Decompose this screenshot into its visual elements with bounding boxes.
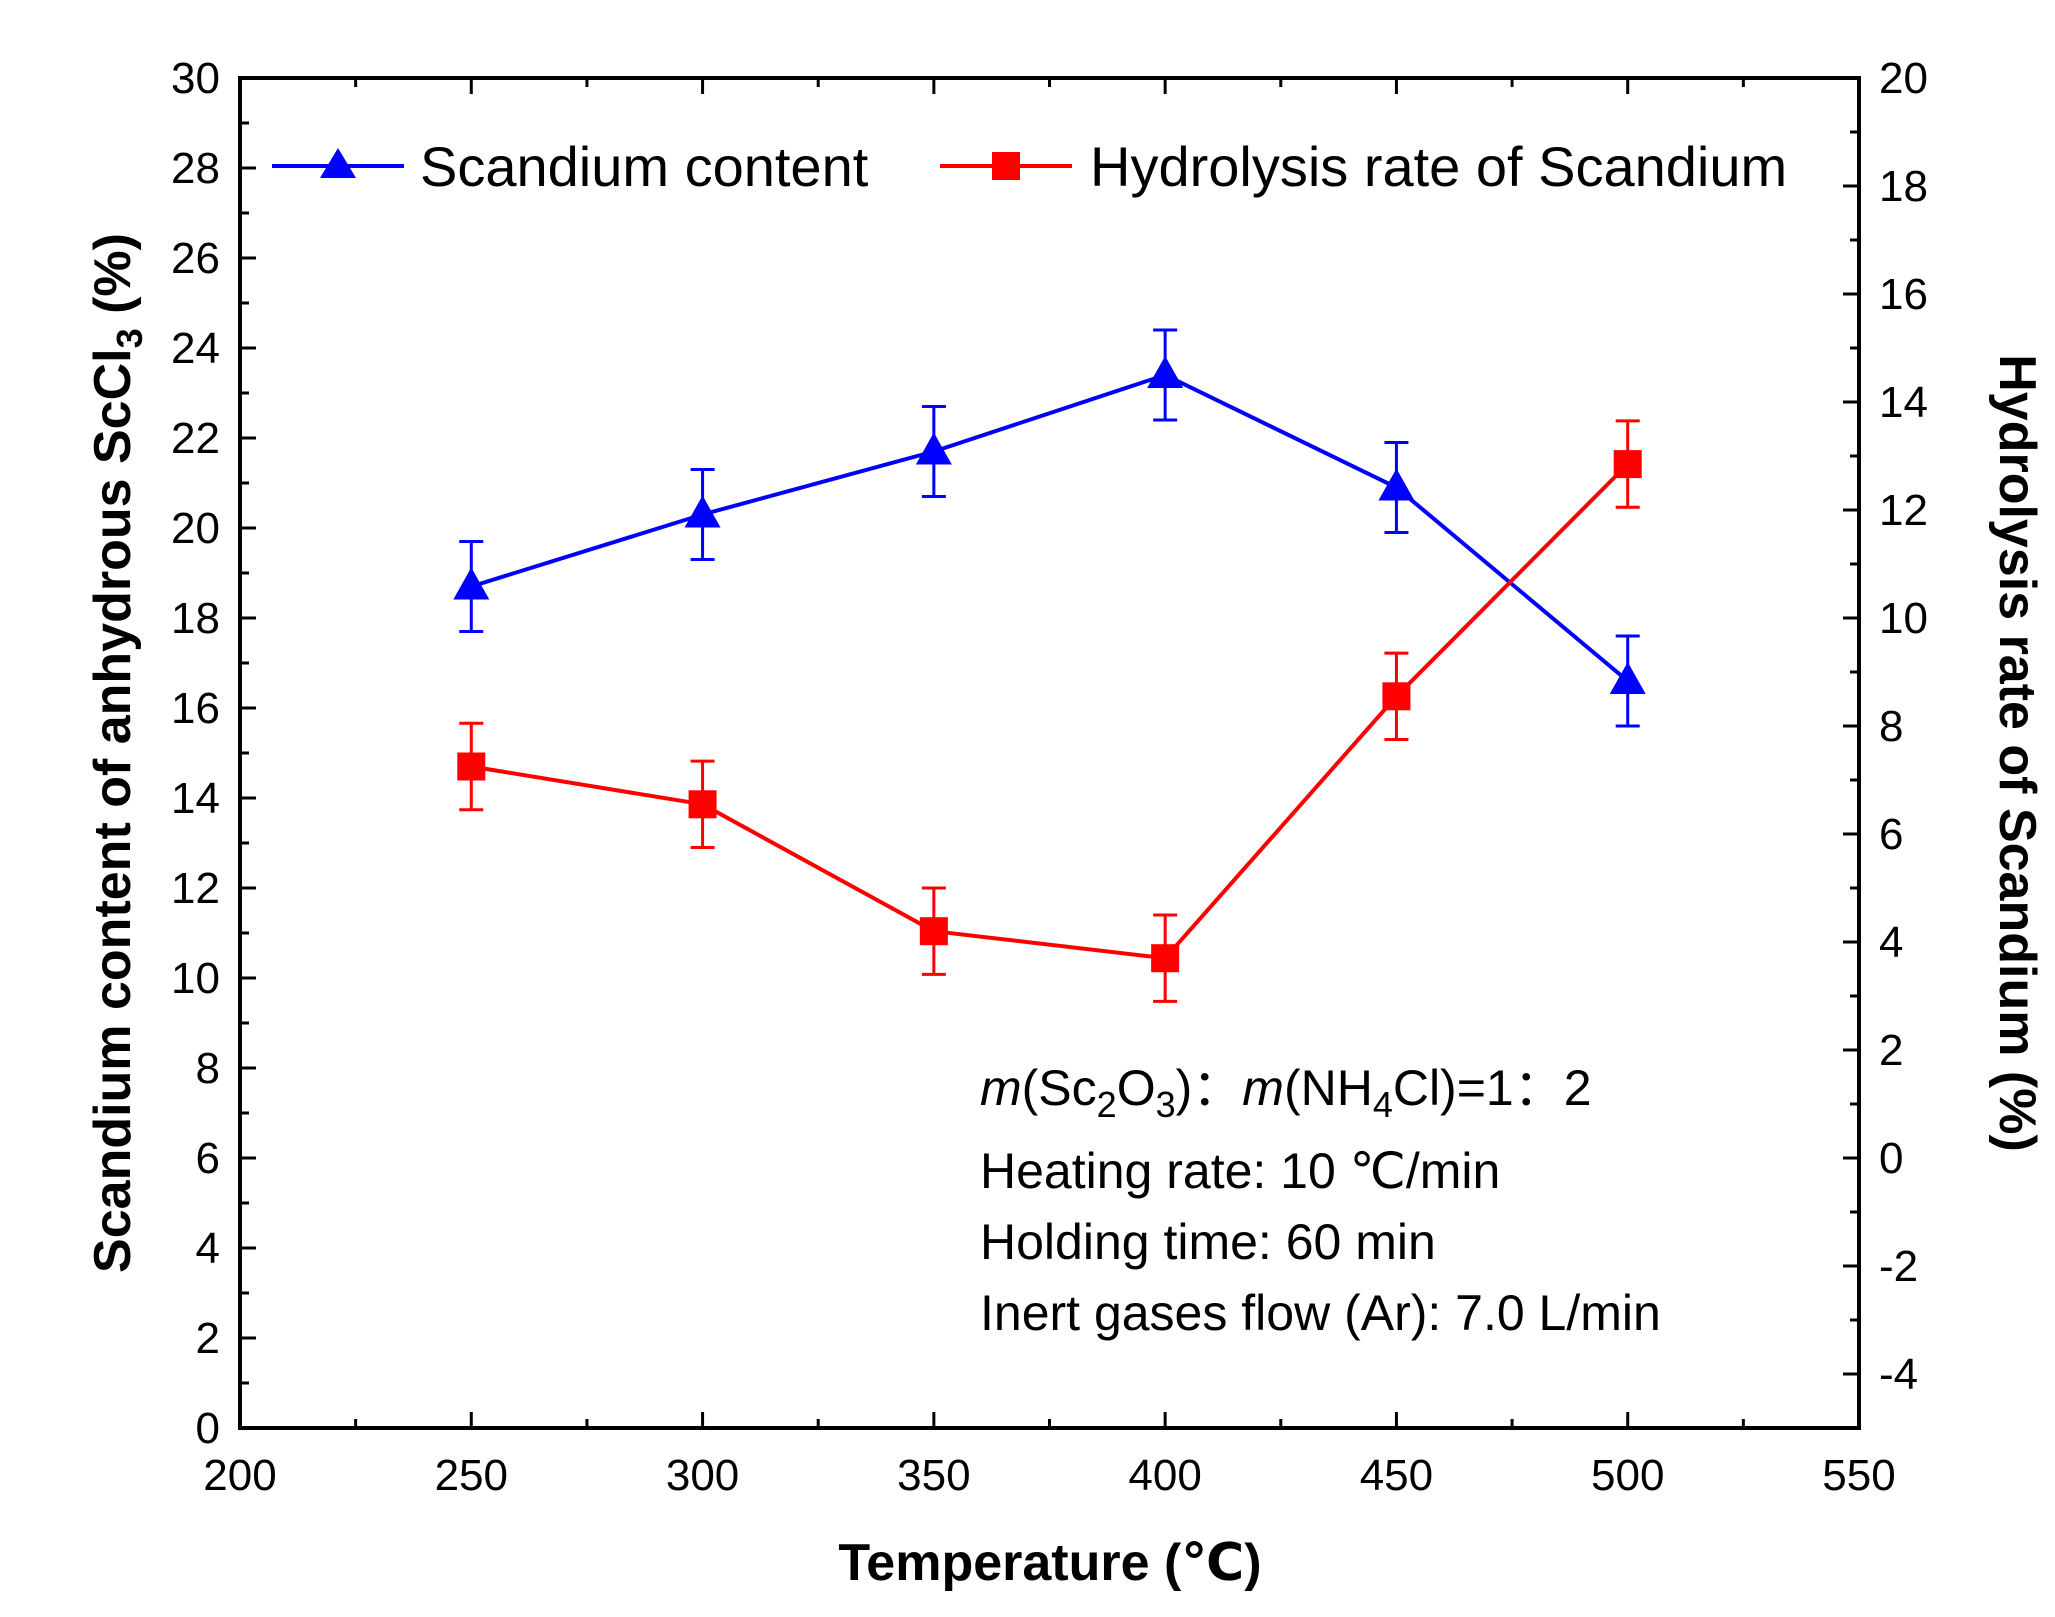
y-left-tick-label: 4 xyxy=(196,1224,220,1273)
data-point-square xyxy=(919,917,948,946)
y-axis-right-title: Hydrolysis rate of Scandium (%) xyxy=(1988,354,2046,1152)
x-tick-label: 250 xyxy=(435,1451,508,1500)
legend-label-scandium-content: Scandium content xyxy=(420,135,869,198)
y-left-tick-label: 0 xyxy=(196,1404,220,1453)
y-axis-left-title-tail: (%) xyxy=(84,233,142,328)
x-tick-label: 500 xyxy=(1591,1451,1664,1500)
y-left-tick-label: 24 xyxy=(171,324,220,373)
legend: Scandium content Hydrolysis rate of Scan… xyxy=(272,135,1787,198)
conditions-annotation: m(Sc2O3)：m(NH4Cl)=1：2 Heating rate: 10 ℃… xyxy=(980,1060,1661,1341)
annotation-line-ratio: m(Sc2O3)：m(NH4Cl)=1：2 xyxy=(980,1060,1592,1125)
data-point-square xyxy=(688,790,717,819)
y-right-tick-label: 8 xyxy=(1879,702,1903,751)
y-left-tick-label: 30 xyxy=(171,54,220,103)
y-left-tick-label: 8 xyxy=(196,1044,220,1093)
series-line-scandium-content xyxy=(470,372,1629,683)
y-right-tick-label: 14 xyxy=(1879,378,1928,427)
y-right-tick-label: 6 xyxy=(1879,810,1903,859)
y-left-tick-label: 2 xyxy=(196,1314,220,1363)
annotation-line-holding-time: Holding time: 60 min xyxy=(980,1214,1436,1270)
annotation-line-gas-flow: Inert gases flow (Ar): 7.0 L/min xyxy=(980,1285,1661,1341)
y-left-tick-label: 14 xyxy=(171,774,220,823)
data-point-triangle xyxy=(684,495,721,528)
y-right-tick-label: 4 xyxy=(1879,918,1903,967)
data-point-triangle xyxy=(915,432,952,465)
legend-marker-square xyxy=(992,152,1020,180)
x-axis-title: Temperature (℃) xyxy=(838,1534,1261,1592)
y-left-tick-label: 26 xyxy=(171,234,220,283)
y-right-tick-label: 2 xyxy=(1879,1026,1903,1075)
legend-label-hydrolysis-rate: Hydrolysis rate of Scandium xyxy=(1090,135,1787,198)
y-left-tick-label: 18 xyxy=(171,594,220,643)
y-right-tick-label: 10 xyxy=(1879,594,1928,643)
y-axis-left-title-subscript: 3 xyxy=(109,328,150,348)
y-left-tick-label: 10 xyxy=(171,954,220,1003)
data-point-triangle xyxy=(1609,662,1646,694)
x-tick-label: 300 xyxy=(666,1451,739,1500)
y-axis-left-title: Scandium content of anhydrous ScCl3 (%) xyxy=(84,233,150,1273)
data-point-square xyxy=(1382,682,1411,711)
x-tick-label: 550 xyxy=(1822,1451,1895,1500)
series-line-hydrolysis-rate xyxy=(470,462,1630,961)
x-tick-label: 350 xyxy=(897,1451,970,1500)
y-right-tick-label: 0 xyxy=(1879,1134,1903,1183)
legend-marker-triangle xyxy=(320,148,356,178)
y-right-tick-label: -4 xyxy=(1879,1350,1918,1399)
y-right-tick-label: 16 xyxy=(1879,270,1928,319)
data-point-square xyxy=(457,752,486,781)
y-right-tick-label: -2 xyxy=(1879,1242,1918,1291)
annotation-line-heating-rate: Heating rate: 10 ℃/min xyxy=(980,1143,1500,1199)
y-right-tick-label: 18 xyxy=(1879,162,1928,211)
y-left-tick-label: 28 xyxy=(171,144,220,193)
x-tick-label: 400 xyxy=(1128,1451,1201,1500)
y-left-tick-label: 12 xyxy=(171,864,220,913)
data-point-triangle xyxy=(453,567,490,600)
data-point-square xyxy=(1151,944,1180,973)
y-right-tick-label: 12 xyxy=(1879,486,1928,535)
x-tick-label: 200 xyxy=(203,1451,276,1500)
data-point-square xyxy=(1613,450,1642,479)
y-left-tick-label: 16 xyxy=(171,684,220,733)
data-point-triangle xyxy=(1378,468,1415,501)
y-left-tick-label: 6 xyxy=(196,1134,220,1183)
data-point-triangle xyxy=(1147,356,1184,388)
y-left-tick-label: 20 xyxy=(171,504,220,553)
y-right-tick-label: 20 xyxy=(1879,54,1928,103)
x-tick-label: 450 xyxy=(1360,1451,1433,1500)
y-left-tick-label: 22 xyxy=(171,414,220,463)
